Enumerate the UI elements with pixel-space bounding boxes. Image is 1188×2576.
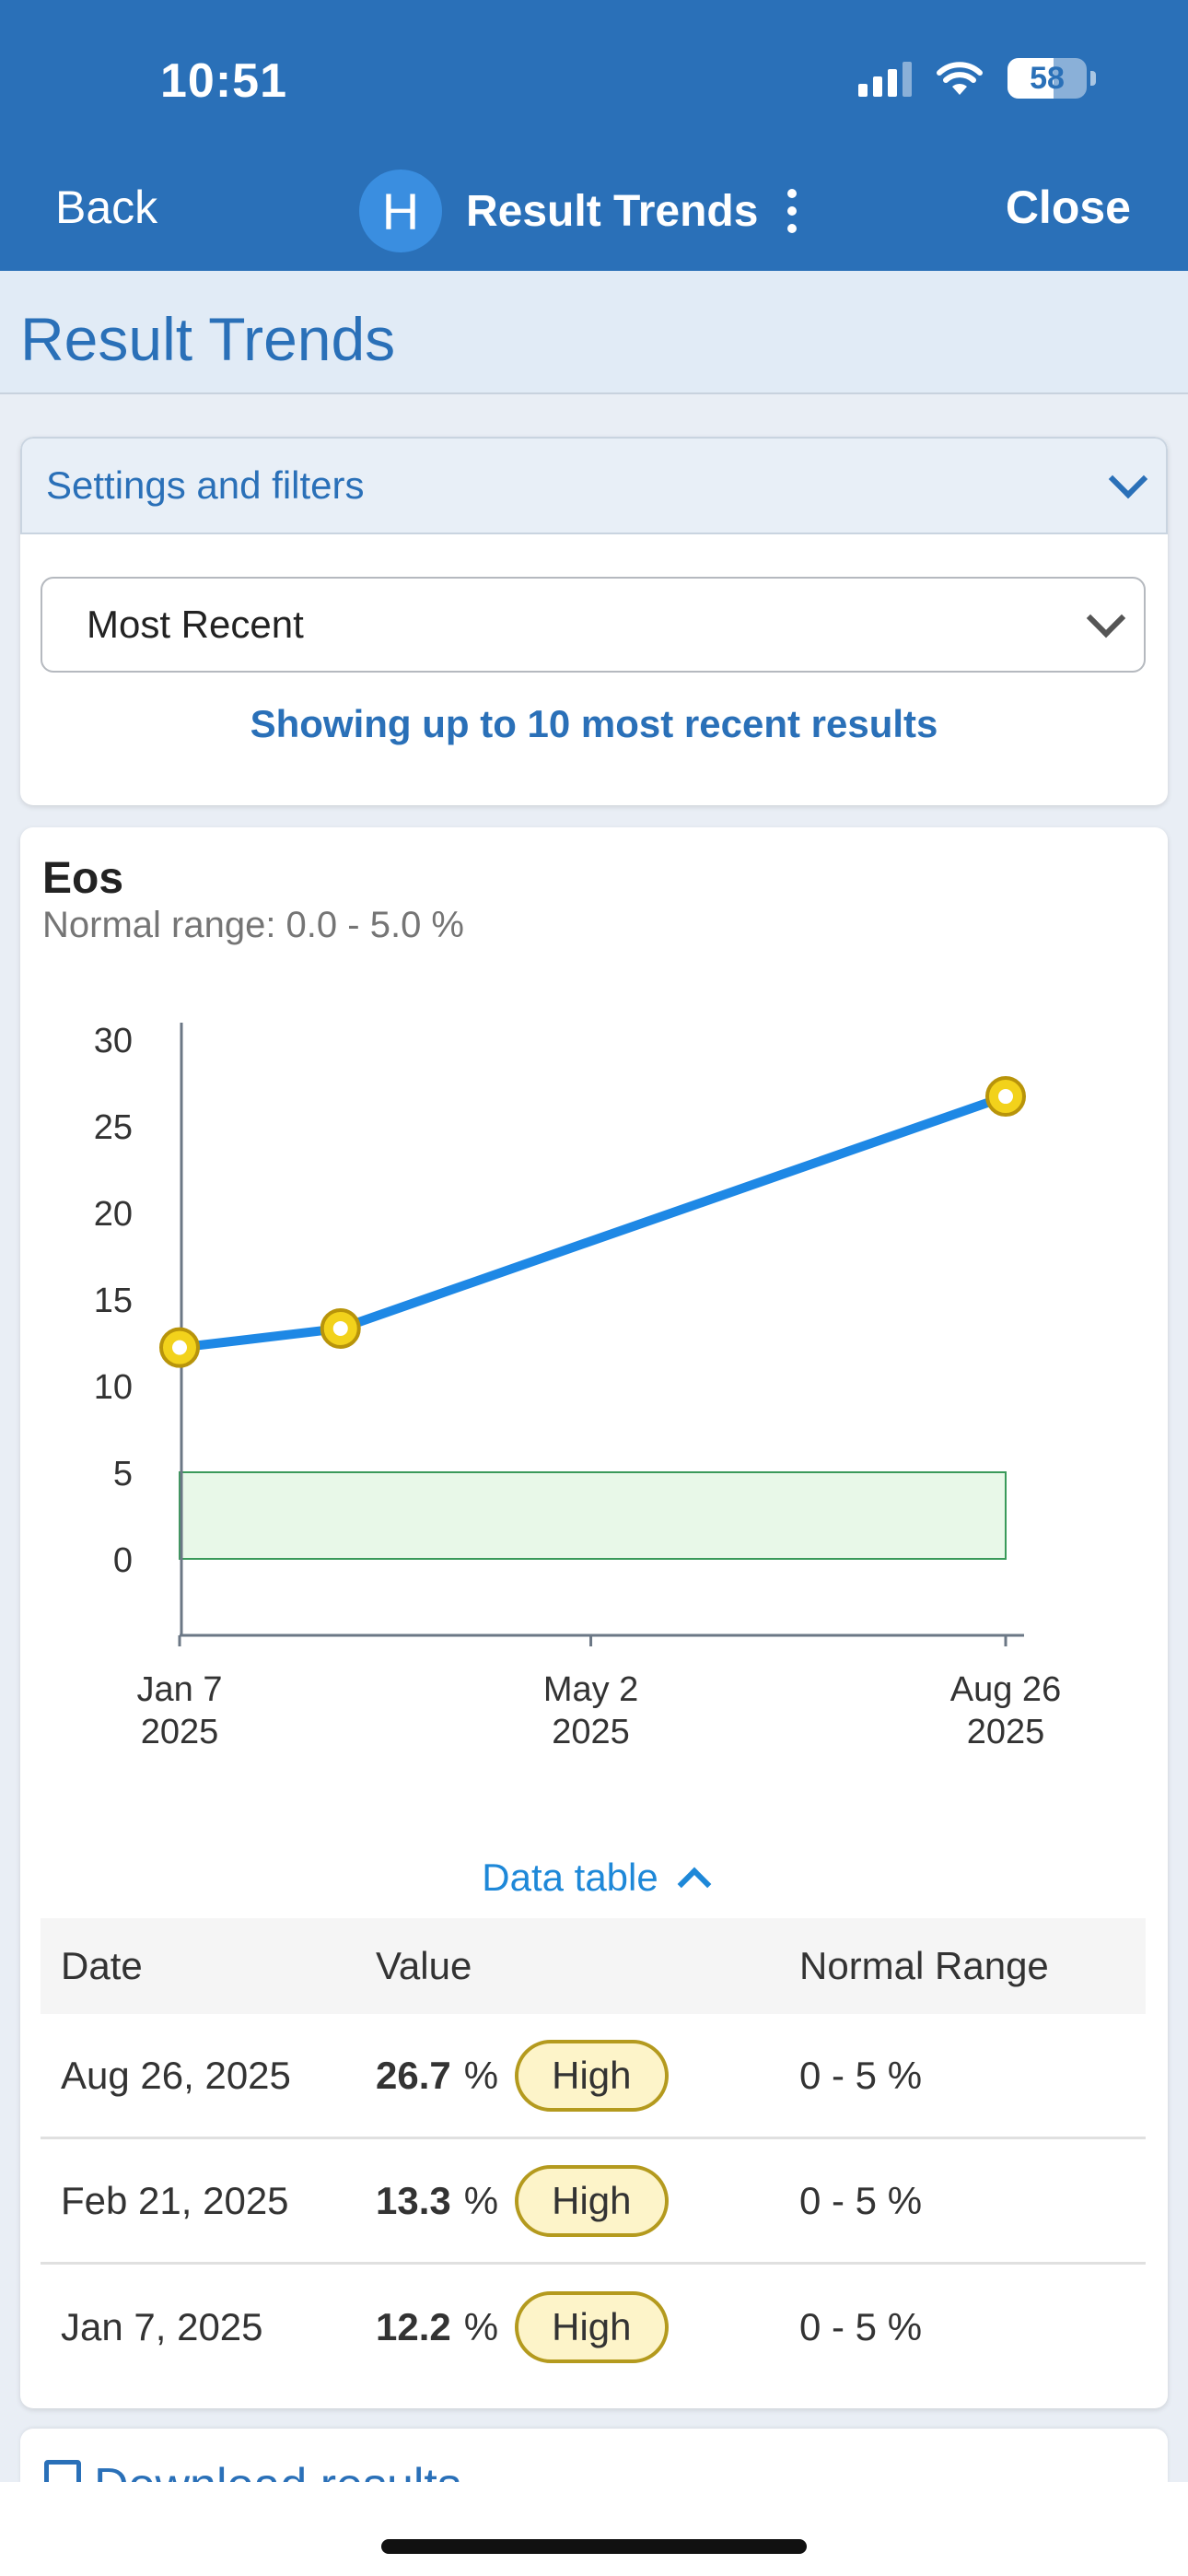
- x-tick-label: May 2: [543, 1670, 638, 1709]
- home-indicator: [381, 2539, 807, 2554]
- avatar: H: [359, 170, 442, 252]
- row-value-cell: 26.7 % High: [376, 2039, 799, 2112]
- row-value: 12.2: [376, 2305, 451, 2348]
- header-normal-range: Normal Range: [799, 1944, 1049, 1987]
- test-name: Eos: [42, 854, 124, 903]
- x-tick-label: 2025: [141, 1713, 219, 1751]
- row-value: 26.7: [376, 2053, 451, 2097]
- row-normal-range: 0 - 5 %: [799, 2053, 923, 2097]
- page-title: Result Trends: [20, 305, 396, 373]
- sort-select[interactable]: Most Recent: [41, 577, 1146, 673]
- x-tick-label: Aug 26: [950, 1670, 1061, 1709]
- series-line: [175, 1092, 1010, 1352]
- table-header-row: Date Value Normal Range: [41, 1918, 1146, 2014]
- x-tick-label: 2025: [552, 1713, 630, 1751]
- sort-select-value: Most Recent: [87, 603, 304, 646]
- row-date: Jan 7, 2025: [61, 2305, 263, 2348]
- y-tick-label: 0: [113, 1541, 133, 1580]
- normal-range-text: Normal range: 0.0 - 5.0 %: [42, 905, 464, 945]
- data-point-center: [332, 1320, 348, 1336]
- row-unit: %: [463, 2053, 499, 2097]
- table-row: Feb 21, 2025 13.3 % High 0 - 5 %: [41, 2139, 1146, 2265]
- download-results-card[interactable]: Download results: [20, 2429, 1168, 2484]
- status-icons: 58: [858, 57, 1096, 100]
- table-row: Jan 7, 2025 12.2 % High 0 - 5 %: [41, 2265, 1146, 2390]
- y-tick-label: 25: [94, 1108, 133, 1147]
- row-normal-range: 0 - 5 %: [799, 2305, 923, 2348]
- row-unit: %: [463, 2305, 499, 2348]
- chevron-up-icon: [677, 1867, 712, 1902]
- data-table: Date Value Normal Range Aug 26, 2025 26.…: [41, 1918, 1146, 2390]
- chevron-down-icon: [1086, 598, 1126, 638]
- header-value: Value: [376, 1944, 472, 1987]
- battery-icon: 58: [1007, 58, 1096, 99]
- y-tick-label: 30: [94, 1022, 133, 1060]
- row-value-cell: 12.2 % High: [376, 2291, 799, 2363]
- battery-level: 58: [1030, 60, 1065, 96]
- header-date: Date: [61, 1944, 143, 1987]
- y-tick-label: 5: [113, 1455, 133, 1493]
- row-normal-range: 0 - 5 %: [799, 2178, 923, 2222]
- top-bar: 10:51 58 Back H Result Trends Close: [0, 0, 1188, 271]
- row-date: Aug 26, 2025: [61, 2053, 291, 2097]
- back-button[interactable]: Back: [55, 181, 158, 233]
- row-unit: %: [463, 2178, 499, 2222]
- high-flag-badge: High: [515, 2039, 669, 2112]
- wifi-icon: [937, 62, 983, 95]
- settings-and-filters-toggle[interactable]: Settings and filters: [20, 437, 1168, 534]
- y-tick-label: 10: [94, 1368, 133, 1407]
- document-icon: [44, 2460, 81, 2484]
- more-options-icon[interactable]: [782, 189, 802, 233]
- data-table-toggle-label: Data table: [482, 1856, 658, 1899]
- close-button[interactable]: Close: [1005, 181, 1131, 233]
- normal-range-band: [179, 1471, 1007, 1560]
- high-flag-badge: High: [515, 2164, 669, 2237]
- data-point-center: [172, 1340, 187, 1355]
- settings-card: Settings and filters Most Recent Showing…: [20, 437, 1168, 805]
- row-value-cell: 13.3 % High: [376, 2164, 799, 2237]
- nav-title: Result Trends: [466, 186, 759, 236]
- chevron-down-icon: [1108, 459, 1148, 499]
- y-tick-label: 15: [94, 1282, 133, 1320]
- x-tick-label: 2025: [967, 1713, 1045, 1751]
- nav-title-group[interactable]: H Result Trends: [359, 170, 802, 252]
- cellular-signal-icon: [858, 60, 912, 97]
- trend-chart: 30 25 20 15 10 5 0 Jan 7 2025 May 2 2025 Aug 26 2025: [94, 1022, 1062, 1751]
- download-results-link[interactable]: Download results: [94, 2458, 461, 2484]
- row-value: 13.3: [376, 2178, 451, 2222]
- data-point-center: [998, 1089, 1013, 1105]
- y-tick-label: 20: [94, 1195, 133, 1234]
- page-header: Result Trends: [0, 271, 1188, 394]
- x-tick-label: Jan 7: [137, 1670, 223, 1709]
- row-date: Feb 21, 2025: [61, 2178, 289, 2222]
- bottom-safe-area: [0, 2482, 1188, 2576]
- showing-results-text: Showing up to 10 most recent results: [250, 702, 938, 745]
- settings-header-label: Settings and filters: [46, 463, 365, 507]
- status-time: 10:51: [160, 54, 287, 108]
- high-flag-badge: High: [515, 2291, 669, 2363]
- data-table-toggle[interactable]: Data table: [20, 1856, 1168, 1902]
- table-row: Aug 26, 2025 26.7 % High 0 - 5 %: [41, 2014, 1146, 2139]
- chart-card: 30 25 20 15 10 5 0 Jan 7 2025 May 2 2025 Aug 26 2025…: [20, 827, 1168, 2408]
